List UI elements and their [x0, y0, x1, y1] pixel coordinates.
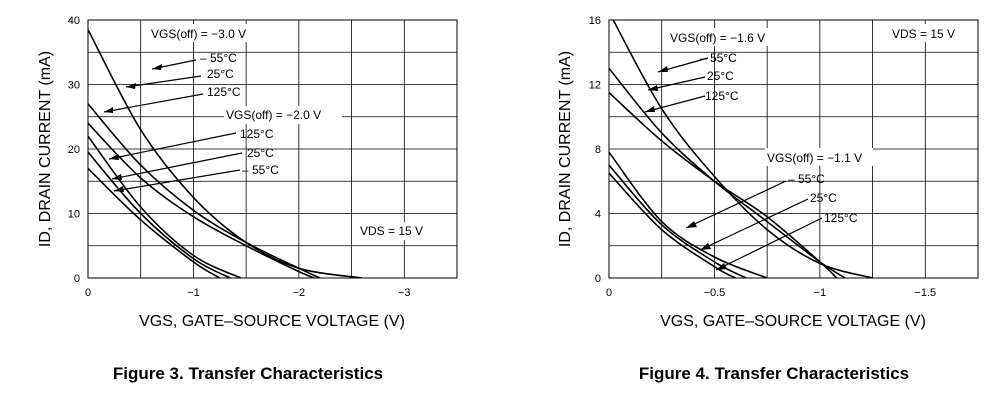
chart2-x-axis-label: VGS, GATE–SOURCE VOLTAGE (V): [660, 313, 926, 330]
chart1-curves: [88, 29, 363, 278]
chart1-x-tick-label: −2: [293, 287, 306, 299]
chart2-y-axis-label: ID, DRAIN CURRENT (mA): [557, 51, 574, 247]
chart2-leader-25-11: [699, 198, 809, 251]
chart1-annot-vgsoff-3v: VGS(off) = −3.0 V: [151, 27, 246, 41]
chart1-annot-bg-3: [357, 222, 437, 240]
chart1-annot-25: 25°C: [207, 67, 234, 81]
chart2-leader-lines: [644, 57, 823, 271]
chart2-leader-125-11: [715, 217, 823, 271]
chart1-plot-frame: [87, 19, 458, 279]
chart2-y-tick-label: 0: [595, 273, 601, 285]
chart2-series-line-5: [609, 164, 747, 278]
chart2-arrow-3: [645, 106, 655, 112]
chart1-x-tick-label: −3: [398, 287, 411, 299]
chart1-leader-lines: [103, 59, 243, 192]
chart-figure-3: 0 10 20 30 40 0 −1 −2 −3 VGS(off) = −3.0 V – 55…: [37, 15, 458, 383]
chart2-leader-25-16: [647, 76, 706, 91]
chart2-annot-125: 125°C: [705, 89, 739, 103]
chart2-annot-vgsoff-11: VGS(off) = −1.1 V: [767, 151, 862, 165]
chart1-series-line-2: [88, 103, 321, 278]
chart1-series-line-5: [88, 151, 231, 278]
chart2-y-tick-label: 16: [589, 15, 601, 27]
chart1-y-tick-label: 20: [68, 144, 80, 156]
chart2-y-tick-labels: 0 4 8 12 16: [589, 15, 601, 285]
chart1-y-tick-label: 40: [68, 15, 80, 27]
chart1-leader-125-3v: [103, 93, 204, 113]
chart1-leader-25-3v: [125, 75, 202, 88]
chart1-arrow-3: [104, 107, 113, 113]
chart2-x-tick-label: −1.5: [914, 287, 936, 299]
chart2-annot-vds: VDS = 15 V: [892, 27, 955, 41]
chart1-annot-bg-1: [148, 24, 273, 42]
chart2-annot-vgsoff-16: VGS(off) = −1.6 V: [670, 31, 765, 45]
chart1-series-line-3: [88, 122, 316, 278]
chart2-leader-m55-11: [685, 180, 787, 229]
chart1-annot-125b: 125°C: [240, 127, 274, 141]
chart2-annot-25: 25°C: [707, 69, 734, 83]
chart2-arrow-1: [658, 66, 668, 72]
chart1-y-tick-label: 0: [74, 273, 80, 285]
chart2-annot-bg-2: [890, 24, 970, 42]
chart2-arrow-4: [686, 221, 697, 228]
chart1-annot-m55b: – 55°C: [242, 163, 279, 177]
chart1-arrow-6: [114, 186, 124, 192]
chart1-annot-m55: – 55°C: [200, 51, 237, 65]
chart1-arrow-5: [112, 174, 122, 180]
chart2-series-line-6: [609, 172, 736, 278]
chart1-annot-vgsoff-2v: VGS(off) = −2.0 V: [226, 108, 321, 122]
chart1-x-axis-label: VGS, GATE–SOURCE VOLTAGE (V): [139, 313, 405, 330]
chart1-y-tick-label: 10: [68, 209, 80, 221]
chart2-plot-frame: [608, 19, 979, 279]
chart2-annot-bg-1: [668, 28, 780, 46]
chart2-series-line-3: [609, 92, 838, 278]
chart1-annot-125: 125°C: [207, 85, 241, 99]
chart1-leader-25-2v: [111, 152, 243, 180]
chart2-y-tick-label: 4: [595, 209, 601, 221]
chart1-caption: Figure 3. Transfer Characteristics: [113, 364, 383, 383]
chart2-annot-m55b: – 55°C: [788, 172, 825, 186]
chart2-series-line-1: [612, 20, 873, 278]
chart1-y-axis-label: ID, DRAIN CURRENT (mA): [37, 51, 54, 247]
chart2-series-line-4: [609, 151, 768, 278]
chart1-leader-m55-2v: [113, 169, 241, 192]
chart1-y-tick-labels: 0 10 20 30 40: [68, 15, 80, 285]
chart2-leader-125-16: [644, 95, 706, 113]
chart1-leader-125-2v: [108, 132, 237, 160]
chart2-annot-m55: – 55°C: [700, 51, 737, 65]
chart2-arrow-5: [700, 243, 711, 250]
chart2-curves: [609, 20, 873, 278]
chart2-x-tick-labels: 0 −0.5 −1 −1.5: [606, 287, 936, 299]
chart2-x-tick-label: −0.5: [704, 287, 726, 299]
chart1-annot-bg-2: [224, 106, 342, 124]
chart2-arrow-6: [716, 263, 727, 270]
chart2-y-tick-label: 8: [595, 144, 601, 156]
chart1-annot-vds: VDS = 15 V: [360, 224, 423, 238]
chart2-x-tick-label: 0: [606, 287, 612, 299]
chart2-arrow-2: [648, 85, 658, 91]
chart1-series-line-6: [88, 167, 221, 278]
chart1-x-tick-label: 0: [85, 287, 91, 299]
chart1-annot-25b: 25°C: [247, 146, 274, 160]
chart1-x-tick-labels: 0 −1 −2 −3: [85, 287, 411, 299]
chart2-annot-125b: 125°C: [824, 211, 858, 225]
chart2-annot-25b: 25°C: [810, 191, 837, 205]
chart1-arrow-2: [126, 83, 136, 89]
chart2-x-tick-label: −1: [814, 287, 827, 299]
chart1-series-line-4: [88, 135, 242, 278]
chart1-y-tick-label: 30: [68, 80, 80, 92]
chart1-arrow-4: [109, 154, 119, 160]
chart2-annot-bg-3: [765, 148, 873, 166]
chart1-x-tick-label: −1: [187, 287, 200, 299]
chart1-arrow-1: [152, 64, 162, 70]
chart-figure-4: 0 4 8 12 16 0 −0.5 −1 −1.5 VGS(off) = −1.6 V – …: [557, 15, 979, 383]
chart2-caption: Figure 4. Transfer Characteristics: [639, 364, 909, 383]
chart2-grid: [609, 20, 978, 278]
chart2-y-tick-label: 12: [589, 80, 601, 92]
